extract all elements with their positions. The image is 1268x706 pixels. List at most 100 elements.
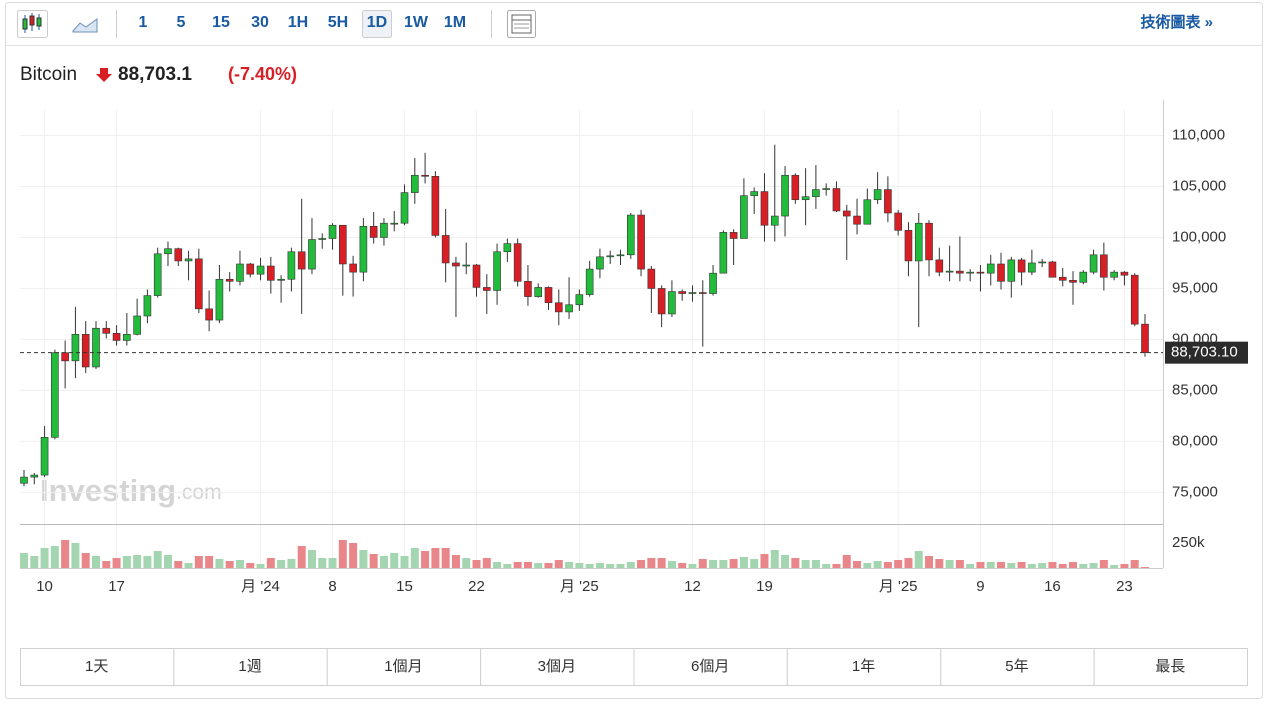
tech-chart-link[interactable]: 技術圖表 » <box>1140 13 1213 31</box>
candle-body <box>626 214 635 256</box>
y-tick-label: 80,000 <box>1172 432 1218 449</box>
volume-bar <box>637 560 646 568</box>
range-label[interactable]: 1個月 <box>384 658 422 675</box>
range-button[interactable] <box>480 648 635 686</box>
icon-grid[interactable] <box>511 14 532 34</box>
interval-button[interactable]: 1 <box>139 14 148 31</box>
volume-bar <box>266 558 275 568</box>
candle-body <box>750 191 758 196</box>
volume-bar <box>853 561 862 568</box>
interval-button[interactable]: 1M <box>444 14 466 31</box>
candle-body <box>1141 323 1149 353</box>
plot: 75,00080,00085,00090,00095,000100,000105… <box>20 100 1248 595</box>
candle-body <box>246 263 255 275</box>
x-tick-label: 月 '25 <box>560 578 599 595</box>
y-tick-label: 105,000 <box>1172 177 1226 194</box>
watermark: Investing.com <box>40 473 222 508</box>
table-icon[interactable] <box>507 10 536 38</box>
volume-bar <box>925 556 934 568</box>
volume-bar <box>235 560 244 568</box>
candle-body <box>380 222 388 238</box>
volume-bar <box>832 564 841 568</box>
candle-body <box>596 256 604 270</box>
interval-button[interactable]: 5 <box>177 14 186 31</box>
candle-body <box>1120 271 1129 276</box>
candle-body <box>400 192 409 224</box>
candle-body <box>482 287 491 291</box>
candle-body <box>832 188 841 212</box>
volume-bar <box>472 560 481 568</box>
range-button[interactable] <box>1093 648 1248 686</box>
candle-body <box>637 214 645 270</box>
interval-selected[interactable] <box>362 10 392 38</box>
last-price-tag <box>1165 341 1248 364</box>
volume-bar <box>184 563 193 568</box>
volume-bar <box>935 559 944 568</box>
range-label[interactable]: 5年 <box>1005 658 1028 675</box>
candle-body <box>102 327 111 334</box>
volume-bar <box>585 564 594 568</box>
volume-bar <box>61 540 70 568</box>
x-tick-label: 15 <box>396 578 413 595</box>
volume-bar <box>997 562 1006 568</box>
volume-bar <box>174 561 183 568</box>
range-label[interactable]: 1天 <box>85 658 108 675</box>
range-label[interactable]: 3個月 <box>538 658 576 675</box>
volume-bar <box>554 560 563 568</box>
candle-body <box>92 327 100 368</box>
volume-bar <box>575 563 584 568</box>
icon-body[interactable] <box>22 18 28 30</box>
volume-bar <box>1058 564 1067 568</box>
interval-button[interactable]: 15 <box>212 14 230 31</box>
volume-bar <box>955 560 964 568</box>
last-price-label: 88,703.10 <box>1171 344 1238 361</box>
candle-body <box>143 295 152 317</box>
candle-body <box>30 474 39 478</box>
candle-body <box>904 230 913 262</box>
instrument-name: Bitcoin <box>20 64 77 85</box>
x-tick-label: 16 <box>1044 578 1061 595</box>
candle-icon[interactable] <box>17 10 48 38</box>
range-label[interactable]: 1年 <box>852 658 875 675</box>
volume-bar <box>1017 562 1026 568</box>
toolbar: 1 5 15 30 1H 5H 1D 1W 1M <box>139 10 466 38</box>
volume-bar <box>945 560 954 568</box>
range-button[interactable] <box>786 648 942 686</box>
range-label[interactable]: 最長 <box>1155 658 1185 675</box>
y-tick-label: 85,000 <box>1172 381 1218 398</box>
volume-bar <box>698 559 707 568</box>
interval-button[interactable]: 5H <box>328 14 348 31</box>
candle-body <box>1058 276 1067 281</box>
volume-bar <box>760 554 769 568</box>
icon-body[interactable] <box>29 15 35 26</box>
interval-button[interactable]: 1D <box>367 14 387 31</box>
range-button[interactable] <box>326 648 482 686</box>
volume-bar <box>40 548 49 568</box>
volume-bar <box>297 546 306 568</box>
candle-body <box>153 253 162 296</box>
candle-body <box>1069 279 1077 283</box>
volume-bar <box>81 553 90 568</box>
candle-body <box>184 258 193 262</box>
range-button[interactable] <box>173 648 328 686</box>
range-button[interactable] <box>20 648 175 686</box>
interval-button[interactable]: 1W <box>404 14 429 31</box>
range-label[interactable]: 6個月 <box>691 658 729 675</box>
volume-tick-label: 250k <box>1172 534 1205 551</box>
volume-bar <box>369 554 378 568</box>
candle-body <box>462 264 471 267</box>
area-icon[interactable] <box>72 18 98 33</box>
candle-body <box>267 265 275 281</box>
volume-bar <box>246 563 255 568</box>
interval-button[interactable]: 1H <box>288 14 308 31</box>
volume-bar <box>616 564 625 568</box>
frame <box>5 2 1263 699</box>
range-label[interactable]: 1週 <box>238 658 261 675</box>
x-tick-label: 9 <box>976 578 984 595</box>
candle-body <box>1028 262 1036 273</box>
candle-body <box>1100 254 1108 278</box>
volume-bar <box>493 562 502 568</box>
icon-body[interactable] <box>36 17 42 27</box>
interval-button[interactable]: 30 <box>251 14 269 31</box>
volume-bar <box>421 551 430 568</box>
